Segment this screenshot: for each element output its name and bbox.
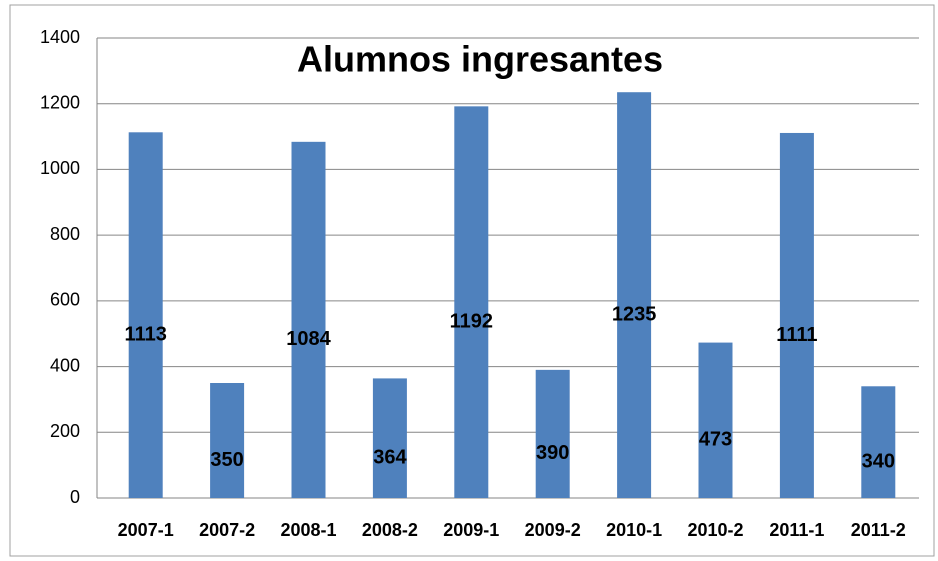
value-label: 1192 [450, 310, 493, 332]
bar [210, 383, 245, 498]
value-label: 1111 [776, 324, 817, 346]
bar [698, 342, 733, 498]
value-label: 390 [536, 442, 569, 464]
x-tick-label: 2011-1 [769, 520, 824, 540]
y-tick-label: 1000 [40, 158, 80, 178]
value-label: 350 [210, 449, 243, 471]
bar [617, 92, 652, 498]
y-tick-label: 400 [50, 355, 80, 375]
bar [454, 106, 489, 498]
y-tick-label: 1400 [40, 27, 80, 47]
x-tick-label: 2011-2 [851, 520, 906, 540]
x-tick-label: 2009-2 [525, 520, 581, 540]
x-tick-label: 2007-1 [118, 520, 174, 540]
bar [535, 369, 570, 498]
x-tick-label: 2009-1 [443, 520, 499, 540]
y-tick-label: 1200 [40, 92, 80, 112]
bar [779, 132, 814, 498]
value-label: 364 [373, 446, 407, 468]
y-tick-label: 600 [50, 290, 80, 310]
x-tick-label: 2010-2 [687, 520, 743, 540]
value-label: 1084 [286, 328, 331, 350]
value-label: 473 [699, 429, 732, 451]
chart-title: Alumnos ingresantes [297, 39, 663, 80]
value-label: 1235 [612, 303, 657, 325]
x-tick-label: 2008-2 [362, 520, 418, 540]
x-tick-label: 2007-2 [199, 520, 255, 540]
y-tick-label: 800 [50, 224, 80, 244]
x-tick-label: 2008-1 [280, 520, 336, 540]
y-tick-label: 0 [70, 487, 80, 507]
value-label: 340 [862, 450, 895, 472]
bar [128, 132, 163, 499]
y-tick-label: 200 [50, 421, 80, 441]
bar [372, 378, 407, 498]
bar [861, 386, 896, 498]
bar [291, 141, 326, 499]
x-tick-label: 2010-1 [606, 520, 662, 540]
value-label: 1113 [125, 323, 167, 345]
